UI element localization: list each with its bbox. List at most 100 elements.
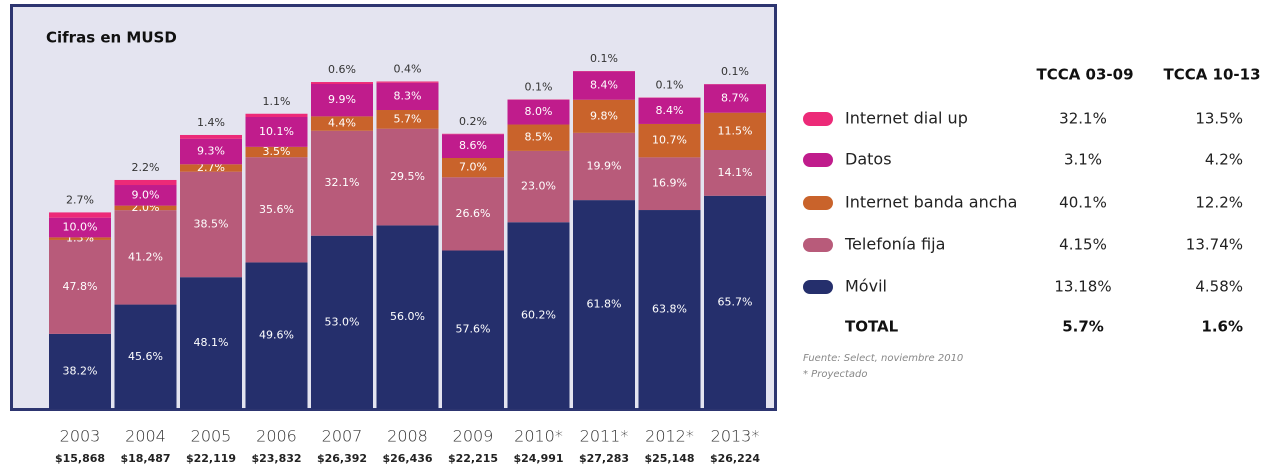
x-tick-label: 2010* [514, 427, 563, 446]
bar-segment [507, 99, 570, 125]
legend-label: Móvil [845, 277, 887, 296]
bar-segment [180, 171, 242, 278]
data-label: 2.2% [132, 161, 160, 174]
growth-value: 4.58% [1195, 278, 1243, 296]
bar-segment [376, 128, 439, 226]
data-label: 8.4% [656, 104, 684, 117]
bar-segment [114, 210, 177, 305]
note: * Proyectado [803, 369, 868, 380]
bar-segment [245, 117, 308, 147]
growth-value: 12.2% [1195, 194, 1243, 212]
bar-segment [507, 124, 570, 151]
data-label: 8.5% [525, 131, 553, 144]
data-label: 7.0% [459, 161, 487, 174]
bar-segment [311, 235, 373, 409]
legend-swatch [803, 238, 833, 252]
legend-swatch [803, 112, 833, 126]
data-label: 0.1% [590, 52, 618, 65]
data-label: 41.2% [128, 250, 163, 263]
total-label: $26,224 [710, 452, 760, 465]
data-label: 9.8% [590, 109, 618, 122]
growth-value: 4.2% [1205, 151, 1243, 169]
data-label: 14.1% [718, 166, 753, 179]
data-label: 35.6% [259, 203, 294, 216]
bar-segment [638, 97, 701, 124]
bar-segment [49, 212, 111, 218]
data-label: 16.9% [652, 177, 687, 190]
bar-segment [114, 179, 177, 186]
legend-label: Telefonía fija [844, 235, 945, 254]
bar-segment [180, 134, 242, 139]
data-label: 8.4% [590, 79, 618, 92]
bar-segment [507, 150, 570, 223]
bar-segment [311, 130, 373, 236]
bar-segment [114, 304, 177, 409]
x-tick-label: 2006 [256, 427, 297, 446]
total-label: $22,215 [448, 452, 498, 465]
data-label: 9.3% [197, 145, 225, 158]
data-label: 8.7% [721, 92, 749, 105]
bar-segment [114, 185, 177, 206]
bar-segment [573, 99, 635, 133]
bar-segment [311, 116, 373, 131]
legend-label: Internet banda ancha [845, 193, 1017, 212]
data-label: 60.2% [521, 309, 556, 322]
bar-segment [638, 123, 701, 158]
legend-swatch [803, 153, 833, 167]
total-label: TOTAL [845, 318, 899, 336]
growth-value: 40.1% [1059, 194, 1107, 212]
total-label: $24,991 [513, 452, 563, 465]
bar-segment [442, 134, 504, 159]
bar-segment [442, 133, 504, 135]
total-label: $18,487 [120, 452, 170, 465]
bar-segment [573, 200, 635, 409]
data-label: 2.7% [66, 193, 94, 206]
bar-segment [311, 84, 373, 117]
bar-segment [49, 333, 111, 409]
column-header: TCCA 10-13 [1163, 66, 1260, 84]
data-label: 0.2% [459, 115, 487, 128]
data-label: 53.0% [325, 315, 360, 328]
x-tick-label: 2009 [453, 427, 494, 446]
data-label: 38.2% [63, 364, 98, 377]
data-label: 8.6% [459, 139, 487, 152]
legend-label: Internet dial up [845, 109, 968, 128]
data-label: 49.6% [259, 329, 294, 342]
bar-segment [49, 239, 111, 334]
data-label: 1.1% [263, 95, 291, 108]
data-label: 10.1% [259, 125, 294, 138]
bar-segment [49, 217, 111, 238]
data-label: 61.8% [587, 298, 622, 311]
data-label: 48.1% [194, 336, 229, 349]
total-value: 1.6% [1201, 318, 1243, 336]
bar-segment [442, 177, 504, 251]
data-label: 9.9% [328, 93, 356, 106]
data-label: 0.1% [525, 80, 553, 93]
x-tick-label: 2011* [580, 427, 629, 446]
bar-segment [573, 132, 635, 201]
x-tick-label: 2013* [711, 427, 760, 446]
data-label: 4.4% [328, 117, 356, 130]
bar-segment [245, 262, 308, 409]
x-tick-label: 2004 [125, 427, 166, 446]
total-label: $22,119 [186, 452, 236, 465]
bar-segment [704, 150, 766, 196]
bar-segment [442, 250, 504, 409]
data-label: 57.6% [456, 323, 491, 336]
legend-swatch [803, 280, 833, 294]
data-label: 47.8% [63, 280, 98, 293]
data-label: 38.5% [194, 217, 229, 230]
total-label: $27,283 [579, 452, 629, 465]
data-label: 11.5% [718, 124, 753, 137]
legend-label: Datos [845, 150, 892, 169]
data-label: 19.9% [587, 159, 622, 172]
total-label: $23,832 [251, 452, 301, 465]
x-tick-label: 2007 [322, 427, 363, 446]
bar-segment [704, 195, 766, 409]
bar-segment [507, 222, 570, 409]
bar-segment [638, 210, 701, 409]
bar-segment [638, 157, 701, 211]
bar-segment [376, 110, 439, 129]
data-label: 10.0% [63, 221, 98, 234]
